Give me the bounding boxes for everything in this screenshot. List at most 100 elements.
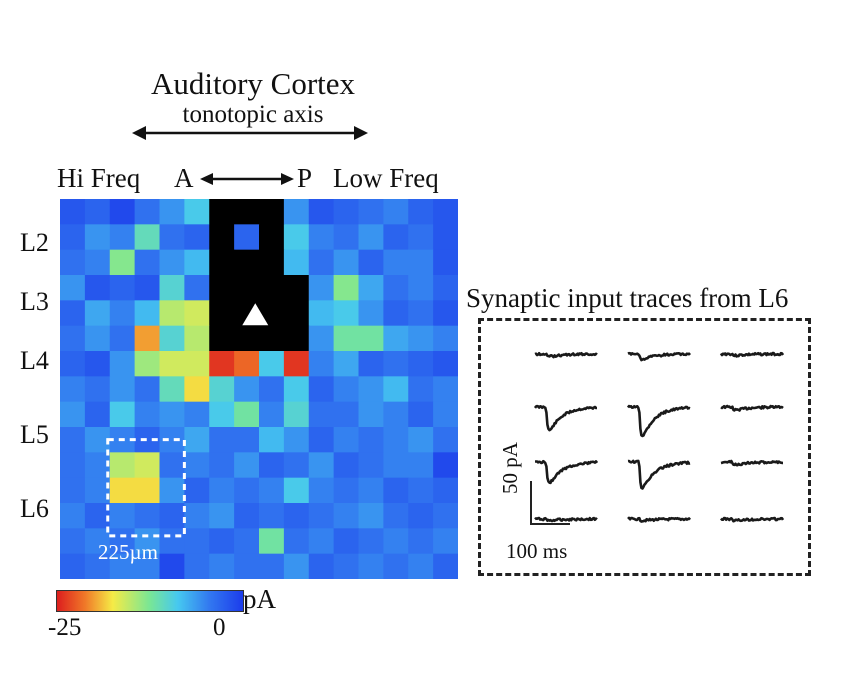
heatmap-cell bbox=[109, 503, 136, 529]
heatmap-cell bbox=[134, 477, 160, 504]
heatmap-cell bbox=[60, 300, 86, 327]
anterior-label: A bbox=[174, 163, 194, 193]
heatmap-cell bbox=[84, 553, 111, 579]
heatmap-cell bbox=[333, 325, 359, 352]
heatmap-cell bbox=[159, 224, 185, 251]
heatmap-cell bbox=[433, 503, 458, 529]
synaptic-trace bbox=[534, 459, 599, 485]
heatmap-cell bbox=[308, 503, 335, 529]
heatmap-cell bbox=[283, 503, 310, 529]
heatmap-cell bbox=[283, 275, 310, 301]
heatmap-cell bbox=[333, 224, 359, 251]
heatmap-cell bbox=[433, 427, 458, 453]
heatmap-cell bbox=[383, 199, 409, 225]
heatmap-cell bbox=[234, 477, 260, 504]
synaptic-traces bbox=[533, 351, 785, 523]
heatmap-cell bbox=[333, 351, 359, 377]
heatmap-cell bbox=[383, 427, 409, 453]
heatmap-cell bbox=[283, 452, 310, 479]
heatmap-cell bbox=[159, 452, 185, 479]
trace-scale-bar bbox=[530, 481, 570, 525]
heatmap-cell bbox=[159, 376, 185, 403]
heatmap-cell bbox=[259, 376, 285, 403]
heatmap-cell bbox=[84, 401, 111, 428]
heatmap-cell bbox=[134, 199, 160, 225]
heatmap-cell bbox=[134, 224, 160, 251]
heatmap-cell bbox=[184, 553, 210, 579]
heatmap-cell bbox=[60, 553, 86, 579]
heatmap-cell bbox=[259, 249, 285, 276]
heatmap-cell bbox=[333, 249, 359, 276]
layer-label-l2: L2 bbox=[20, 228, 49, 257]
heatmap-cell bbox=[383, 325, 409, 352]
heatmap-cell bbox=[308, 401, 335, 428]
synaptic-trace bbox=[627, 459, 691, 490]
heatmap-cell bbox=[209, 503, 235, 529]
heatmap-cell bbox=[60, 351, 86, 377]
heatmap-cell bbox=[408, 275, 434, 301]
heatmap-cell bbox=[333, 300, 359, 327]
heatmap-cell bbox=[134, 553, 160, 579]
heatmap-cell bbox=[259, 477, 285, 504]
heatmap-cell bbox=[383, 376, 409, 403]
heatmap-cell bbox=[283, 351, 310, 377]
heatmap-cell bbox=[60, 401, 86, 428]
heatmap-cell bbox=[109, 553, 136, 579]
heatmap-cell bbox=[383, 275, 409, 301]
heatmap-cell bbox=[283, 300, 310, 327]
heatmap-cell bbox=[60, 376, 86, 403]
heatmap-cell bbox=[259, 351, 285, 377]
heatmap-cell bbox=[308, 325, 335, 352]
heatmap-cell bbox=[159, 503, 185, 529]
layer-label-l6: L6 bbox=[20, 494, 49, 523]
heatmap-cell bbox=[60, 452, 86, 479]
heatmap-cell bbox=[358, 224, 384, 251]
heatmap-cell bbox=[184, 528, 210, 555]
heatmap-cell bbox=[209, 199, 235, 225]
heatmap-cell bbox=[234, 376, 260, 403]
heatmap-cell bbox=[109, 199, 136, 225]
heatmap-cell bbox=[234, 325, 260, 352]
heatmap-cell bbox=[308, 249, 335, 276]
heatmap-cell bbox=[159, 300, 185, 327]
heatmap-cell bbox=[84, 351, 111, 377]
heatmap-cell bbox=[234, 249, 260, 276]
heatmap-cell bbox=[308, 224, 335, 251]
heatmap-cell bbox=[308, 553, 335, 579]
synaptic-trace bbox=[626, 404, 691, 438]
heatmap-cell bbox=[333, 401, 359, 428]
heatmap-cell bbox=[209, 427, 235, 453]
heatmap-cell bbox=[283, 249, 310, 276]
heatmap-cell bbox=[333, 477, 359, 504]
heatmap-cell bbox=[159, 199, 185, 225]
heatmap-cell bbox=[109, 351, 136, 377]
synaptic-input-heatmap bbox=[60, 199, 458, 579]
heatmap-cell bbox=[283, 376, 310, 403]
heatmap-cell bbox=[308, 427, 335, 453]
heatmap-cell bbox=[358, 199, 384, 225]
heatmap-cell bbox=[84, 199, 111, 225]
heatmap-cell bbox=[308, 376, 335, 403]
heatmap-cell bbox=[433, 376, 458, 403]
layer-label-l3: L3 bbox=[20, 287, 49, 316]
heatmap-cell bbox=[408, 325, 434, 352]
heatmap-cell bbox=[134, 351, 160, 377]
heatmap-cell bbox=[209, 325, 235, 352]
heatmap-cell bbox=[209, 249, 235, 276]
heatmap-cell bbox=[84, 300, 111, 327]
colorbar-min-label: -25 bbox=[48, 614, 82, 641]
heatmap-cell bbox=[433, 300, 458, 327]
heatmap-cell bbox=[60, 275, 86, 301]
heatmap-cell bbox=[234, 401, 260, 428]
heatmap-cell bbox=[109, 300, 136, 327]
heatmap-cell bbox=[209, 553, 235, 579]
heatmap-cell bbox=[84, 224, 111, 251]
ap-arrow bbox=[200, 173, 294, 185]
soma-triangle-icon bbox=[242, 303, 269, 326]
layer-label-l5: L5 bbox=[20, 420, 49, 449]
heatmap-cell bbox=[134, 528, 160, 555]
figure-subtitle: tonotopic axis bbox=[182, 101, 324, 128]
heatmap-cell bbox=[308, 351, 335, 377]
synaptic-trace bbox=[719, 351, 785, 358]
heatmap-cell bbox=[333, 452, 359, 479]
